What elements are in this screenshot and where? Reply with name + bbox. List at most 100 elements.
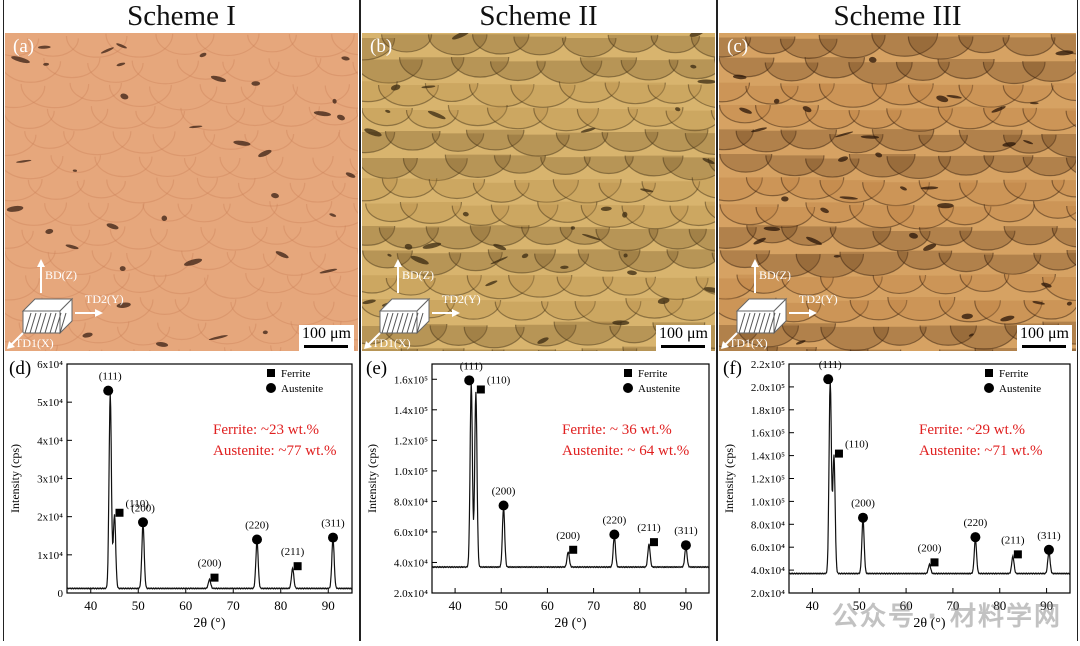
y-tick-label: 0 [58,588,64,600]
xrd-pattern-line [431,382,710,569]
y-axis-label: Intensity (cps) [365,444,379,513]
x-axis-label: 2θ (°) [913,616,945,631]
peak-label: (110) [845,439,869,451]
legend-austenite-label: Austenite [999,383,1041,395]
scalebar-line [1022,345,1066,348]
y-tick-label: 2.0x10⁴ [394,588,428,600]
x-tick-label: 80 [633,598,646,613]
peak-label: (220) [963,517,987,529]
y-tick-label: 1.0x10⁵ [751,496,785,508]
x-tick-label: 40 [449,598,462,613]
micrograph-background [719,33,1076,351]
ferrite-marker [930,558,939,567]
austenite-marker [464,375,475,386]
austenite-marker [138,517,148,528]
x-tick-label: 50 [132,598,145,613]
y-tick-label: 4x10⁴ [37,435,63,447]
melt-pool-texture [362,34,715,351]
x-tick-label: 60 [179,598,192,613]
ferrite-marker [293,562,302,571]
austenite-marker [103,385,114,396]
panel-label: (d) [9,358,31,379]
phase-fraction-annotation: Ferrite: ~ 36 wt.% [562,422,672,438]
td2-axis-label: TD2(Y) [85,292,124,306]
x-axis-label: 2θ (°) [193,616,225,631]
y-tick-label: 6.0x10⁴ [394,527,428,539]
scheme-title-2: Scheme II [479,0,598,32]
legend-austenite-label: Austenite [638,383,680,395]
y-tick-label: 1.0x10⁵ [394,466,428,478]
panel-label: (c) [727,36,749,57]
xrd-chart-d: (d) 0 1x10⁴ 2x10⁴ 3x10⁴ 4x10⁴ 5x10⁴ 6x10⁴ 40 50 60… [5,352,358,641]
phase-fraction-annotation: Ferrite: ~29 wt.% [919,422,1025,438]
y-tick-label: 1.2x10⁵ [751,474,785,486]
micrograph-a: BD(Z) TD2(Y) TD1(X) (a) 100 μm [5,33,358,351]
x-tick-label: 80 [993,598,1006,613]
y-tick-label: 8.0x10⁴ [394,496,428,508]
ferrite-marker [210,573,219,582]
austenite-marker [857,512,868,523]
x-tick-label: 80 [274,598,287,613]
ferrite-marker [1013,550,1022,559]
ferrite-marker [476,385,485,394]
x-tick-label: 90 [1040,598,1053,613]
peak-label: (211) [1001,534,1025,546]
pores [362,33,715,344]
x-tick-label: 70 [587,598,600,613]
x-tick-label: 70 [946,598,959,613]
x-tick-label: 60 [900,598,913,613]
y-tick-label: 1.2x10⁵ [394,435,428,447]
column-frame-3 [717,0,1078,641]
austenite-marker [609,529,620,540]
y-tick-label: 1.8x10⁵ [751,405,785,417]
panel-label: (f) [723,358,742,379]
td1-axis-label: TD1(X) [372,336,411,350]
xrd-chart-e: (e) 2.0x10⁴ 4.0x10⁴ 6.0x10⁴ 8.0x10⁴ 1.0x10⁵ 1.… [362,352,715,641]
peak-label: (211) [281,546,305,558]
bd-axis-label: BD(Z) [45,268,77,282]
y-tick-label: 1x10⁴ [37,550,63,562]
x-tick-label: 50 [853,598,866,613]
x-tick-label: 70 [227,598,240,613]
peak-label: (311) [1037,530,1061,542]
y-axis-label: Intensity (cps) [8,444,22,513]
xrd-pattern-line [66,392,353,590]
y-tick-label: 2.0x10⁴ [751,588,785,600]
ferrite-marker [649,538,658,547]
y-tick-label: 1.4x10⁵ [394,405,428,417]
td1-axis-label: TD1(X) [729,336,768,350]
legend-ferrite-marker [624,369,632,377]
x-tick-label: 40 [84,598,97,613]
legend-austenite-label: Austenite [281,383,323,395]
austenite-marker [328,532,338,543]
scalebar-line [304,345,348,348]
micrograph-background [362,33,715,351]
austenite-marker [1043,544,1054,555]
x-tick-label: 60 [541,598,554,613]
x-tick-label: 40 [806,598,819,613]
bd-axis-label: BD(Z) [759,268,791,282]
y-tick-label: 4.0x10⁴ [751,565,785,577]
td2-axis-label: TD2(Y) [442,292,481,306]
plot-frame [431,363,710,594]
td2-axis-label: TD2(Y) [799,292,838,306]
legend-ferrite-label: Ferrite [638,368,667,380]
td1-axis-label: TD1(X) [15,336,54,350]
scalebar-line [661,345,705,348]
bd-axis-label: BD(Z) [402,268,434,282]
legend-austenite-marker [984,383,994,393]
peak-label: (111) [819,359,842,371]
y-tick-label: 5x10⁴ [37,397,63,409]
ferrite-marker [569,545,578,554]
y-tick-label: 3x10⁴ [37,474,63,486]
melt-pool-texture [5,33,358,351]
ferrite-marker [115,508,124,517]
legend-ferrite-marker [985,369,993,377]
orientation-diagram: BD(Z) TD2(Y) TD1(X) [7,259,124,350]
y-tick-label: 6.0x10⁴ [751,542,785,554]
ferrite-marker [834,449,843,458]
column-frame-2 [360,0,717,641]
legend-austenite-marker [623,383,633,393]
peak-label: (220) [245,519,269,531]
peak-label: (200) [198,558,222,570]
